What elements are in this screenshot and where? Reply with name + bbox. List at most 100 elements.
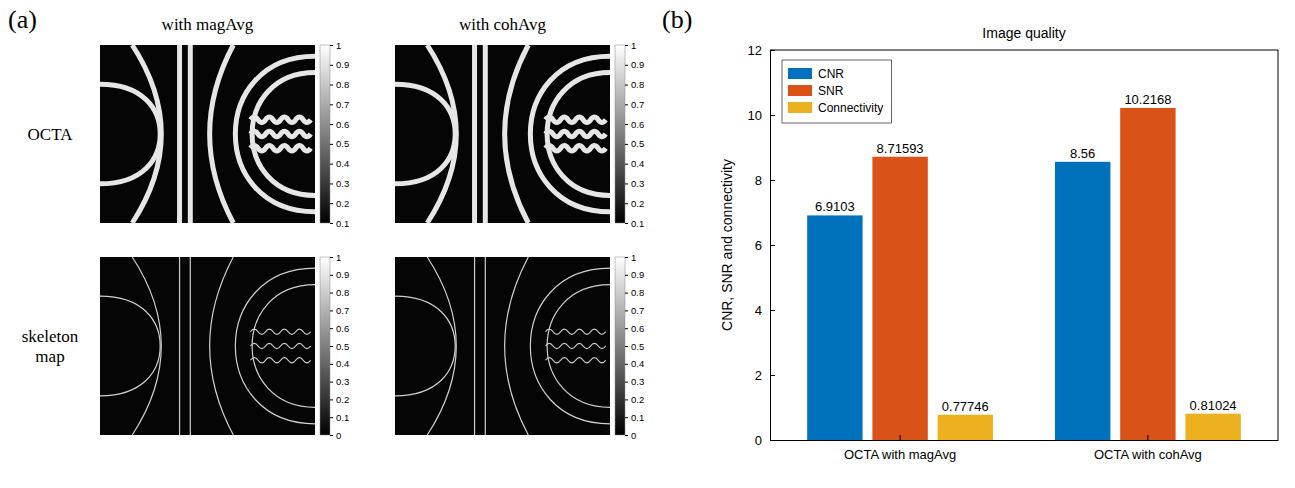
- colorbar-tick-mark: [330, 328, 333, 329]
- legend-label: SNR: [818, 84, 844, 98]
- colorbar-tick-label: 0.4: [336, 358, 349, 369]
- x-tick-label: OCTA with magAvg: [844, 447, 956, 462]
- colorbar-tick-mark: [330, 399, 333, 400]
- colorbar-tick: 0.4: [330, 358, 349, 369]
- colorbar-tick-mark: [330, 65, 333, 66]
- bar: [807, 215, 862, 440]
- axis-line: [771, 440, 1279, 441]
- y-tick-mark: [770, 245, 775, 246]
- colorbar-tick-mark: [330, 164, 333, 165]
- channel: [251, 329, 311, 334]
- colorbar-tick-label: 0.6: [336, 323, 349, 334]
- image: [395, 257, 610, 435]
- y-tick: 4: [755, 303, 775, 318]
- legend-label: CNR: [818, 67, 844, 81]
- row-label: skeletonmap: [22, 327, 79, 366]
- colorbar-tick: 0.3: [625, 376, 644, 387]
- channel: [179, 257, 180, 435]
- y-tick: 2: [755, 368, 775, 383]
- colorbar-tick-label: 0.5: [631, 138, 644, 149]
- colorbar-axis: 0.10.20.30.40.50.60.70.80.91: [625, 40, 644, 229]
- image-background: [100, 257, 315, 435]
- channel: [190, 257, 191, 435]
- bar: [1055, 162, 1110, 440]
- colorbar-tick-mark: [330, 257, 333, 258]
- colorbar: [320, 45, 330, 223]
- colorbar-tick-mark: [330, 203, 333, 204]
- channel: [547, 285, 610, 408]
- colorbar-tick: 0.2: [330, 394, 349, 405]
- colorbar-tick-label: 1: [631, 252, 636, 263]
- colorbar: [320, 257, 330, 435]
- colorbar-tick: 0.1: [625, 218, 644, 229]
- data-label: 10.2168: [1124, 92, 1171, 107]
- colorbar-tick-mark: [330, 275, 333, 276]
- colorbar-tick-label: 0.3: [631, 376, 644, 387]
- colorbar-tick-mark: [625, 275, 628, 276]
- channel: [427, 257, 456, 435]
- figure: (a)with magAvgwith cohAvgOCTA0.10.20.30.…: [0, 0, 1295, 488]
- legend-swatch: [788, 85, 812, 96]
- colorbar-tick-mark: [330, 104, 333, 105]
- colorbar-tick-label: 1: [336, 40, 341, 51]
- colorbar-tick-label: 0.1: [631, 218, 644, 229]
- colorbar-tick-mark: [625, 328, 628, 329]
- colorbar-tick-label: 0.2: [336, 394, 349, 405]
- y-tick-mark: [770, 180, 775, 181]
- colorbar-tick-mark: [625, 104, 628, 105]
- colorbar-tick-label: 0.6: [336, 119, 349, 130]
- colorbar-tick-mark: [330, 310, 333, 311]
- y-tick: 8: [755, 173, 775, 188]
- channel: [546, 343, 606, 348]
- colorbar-tick-label: 1: [336, 252, 341, 263]
- colorbar-tick-label: 0.1: [336, 218, 349, 229]
- colorbar-tick-label: 0.6: [631, 323, 644, 334]
- row-label: OCTA: [28, 125, 74, 144]
- y-tick: 10: [748, 108, 775, 123]
- channel: [251, 358, 311, 363]
- data-label: 0.77746: [942, 399, 989, 414]
- legend-swatch: [788, 68, 812, 79]
- y-tick-label: 6: [755, 238, 762, 253]
- colorbar-tick: 0.2: [330, 198, 349, 209]
- channel: [210, 257, 234, 435]
- colorbar-axis: 00.10.20.30.40.50.60.70.80.91: [330, 252, 349, 441]
- colorbar-tick-label: 0.3: [336, 178, 349, 189]
- bars: [807, 108, 1241, 440]
- colorbar-tick: 0.2: [625, 394, 644, 405]
- colorbar-tick-label: 0.7: [336, 99, 349, 110]
- channel: [188, 45, 193, 223]
- colorbar-tick: 0.3: [330, 178, 349, 189]
- colorbar-tick: 1: [330, 40, 341, 51]
- channel: [235, 56, 315, 212]
- colorbar-tick: 0.8: [625, 287, 644, 298]
- channel: [177, 45, 182, 223]
- y-tick-label: 8: [755, 173, 762, 188]
- colorbar-tick: 0.9: [330, 59, 349, 70]
- colorbar-tick-mark: [330, 293, 333, 294]
- y-tick-label: 10: [748, 108, 762, 123]
- plot-background: [770, 50, 1278, 440]
- colorbar-tick: 1: [330, 252, 341, 263]
- colorbar-tick-label: 1: [631, 40, 636, 51]
- colorbar-tick-mark: [330, 364, 333, 365]
- colorbar-tick: 0.6: [625, 119, 644, 130]
- colorbar-tick: 0.8: [330, 287, 349, 298]
- colorbar-tick-label: 0.7: [631, 305, 644, 316]
- colorbar-tick-label: 0.8: [631, 79, 644, 90]
- colorbar-tick-mark: [625, 417, 628, 418]
- image-background: [100, 45, 315, 223]
- colorbar-tick: 0.5: [625, 138, 644, 149]
- colorbar-tick: 0.9: [625, 269, 644, 280]
- colorbar-tick: 0.7: [330, 305, 349, 316]
- colorbar-tick-mark: [330, 382, 333, 383]
- colorbar-tick-label: 0.4: [631, 158, 644, 169]
- colorbar-tick-mark: [625, 399, 628, 400]
- plot-frame: [770, 50, 1278, 440]
- channel: [530, 268, 610, 424]
- panel-label: (a): [8, 5, 37, 34]
- colorbar-axis: 0.10.20.30.40.50.60.70.80.91: [330, 40, 349, 229]
- legend: CNRSNRConnectivity: [782, 60, 891, 123]
- colorbar-tick: 1: [625, 252, 636, 263]
- y-tick-mark: [770, 375, 775, 376]
